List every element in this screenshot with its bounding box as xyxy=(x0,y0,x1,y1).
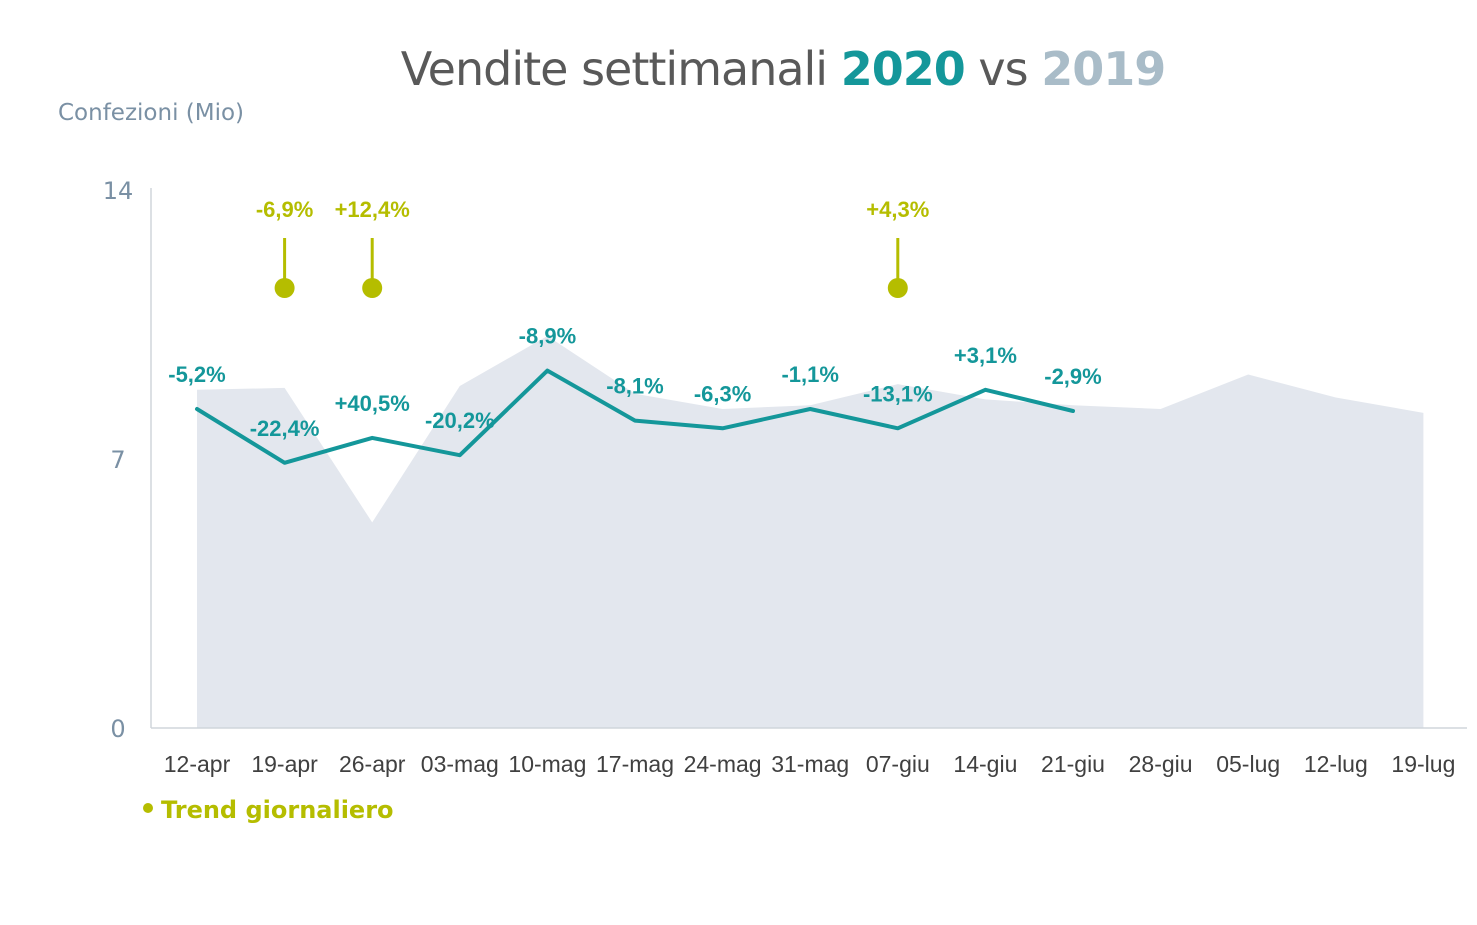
x-tick-label: 19-lug xyxy=(1391,751,1455,777)
series-2020-line xyxy=(195,368,1075,465)
x-tick-label: 07-giu xyxy=(866,751,930,777)
data-label: -8,9% xyxy=(519,324,576,349)
x-tick-label: 24-mag xyxy=(684,751,762,777)
x-tick-label: 12-apr xyxy=(164,751,231,777)
trend-marker xyxy=(274,278,295,298)
title-prefix: Vendite settimanali xyxy=(400,42,841,96)
title-middle: vs xyxy=(964,42,1042,96)
x-tick-label: 26-apr xyxy=(339,751,406,777)
x-tick-label: 14-giu xyxy=(953,751,1017,777)
y-tick-label: 7 xyxy=(110,446,125,474)
data-label: +3,1% xyxy=(954,343,1017,368)
x-tick-label: 28-giu xyxy=(1129,751,1193,777)
data-label: -13,1% xyxy=(863,381,933,406)
legend-label: Trend giornaliero xyxy=(161,796,394,824)
series-2019-area xyxy=(197,336,1424,728)
y-tick-label: 14 xyxy=(103,177,134,205)
data-label: -20,2% xyxy=(425,408,495,433)
x-tick-label: 19-apr xyxy=(251,751,318,777)
chart-title: Vendite settimanali 2020 vs 2019 xyxy=(0,42,1477,96)
data-label: -1,1% xyxy=(781,362,838,387)
trend-label: -6,9% xyxy=(256,197,313,222)
x-tick-label: 21-giu xyxy=(1041,751,1105,777)
data-label: -5,2% xyxy=(168,362,225,387)
title-year-2020: 2020 xyxy=(840,42,966,96)
trend-label: +12,4% xyxy=(335,197,410,222)
data-label: -8,1% xyxy=(606,374,663,399)
trend-label: +4,3% xyxy=(866,197,929,222)
data-label: -2,9% xyxy=(1044,364,1101,389)
trend-marker xyxy=(362,278,383,298)
y-axis-label: Confezioni (Mio) xyxy=(58,100,245,126)
x-tick-label: 31-mag xyxy=(771,751,849,777)
x-tick-label: 12-lug xyxy=(1304,751,1368,777)
y-tick-label: 0 xyxy=(110,715,125,743)
legend: Trend giornaliero xyxy=(143,796,394,824)
x-tick-label: 03-mag xyxy=(421,751,499,777)
data-label: -22,4% xyxy=(250,416,320,441)
x-tick-label: 10-mag xyxy=(508,751,586,777)
x-tick-label: 05-lug xyxy=(1216,751,1280,777)
legend-dot-icon xyxy=(143,803,153,813)
data-label: -6,3% xyxy=(694,381,751,406)
trend-marker xyxy=(887,278,908,298)
title-year-2019: 2019 xyxy=(1041,42,1166,96)
data-label: +40,5% xyxy=(335,391,410,416)
x-tick-label: 17-mag xyxy=(596,751,674,777)
